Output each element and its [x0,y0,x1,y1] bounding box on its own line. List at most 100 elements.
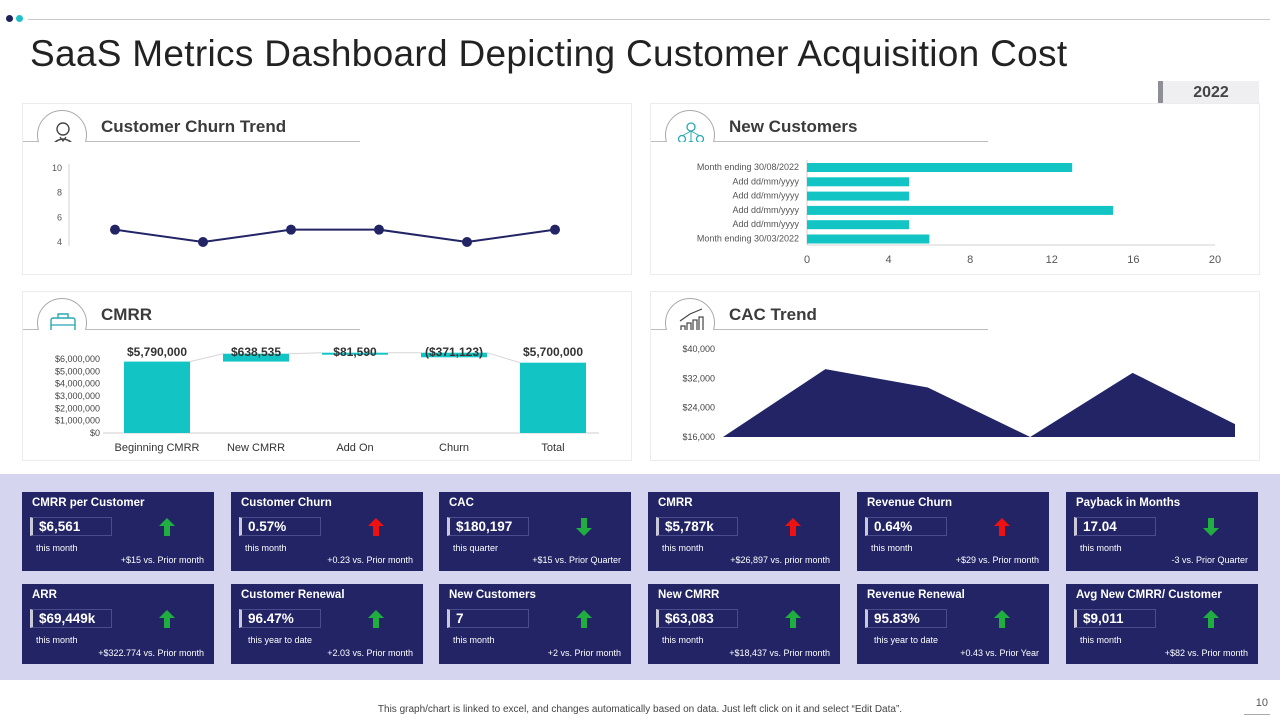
panel-header [23,104,360,142]
data-label: ($371,123) [425,345,483,359]
arrow-up-icon [159,518,175,536]
metric-title: New CMRR [658,589,720,601]
category-label: Month ending 30/03/2022 [697,234,799,244]
metric-title: Revenue Churn [867,497,952,509]
cmrr-bar [223,353,289,362]
churn-series-line [114,228,556,244]
metric-comparison: +$15 vs. Prior Quarter [532,555,621,565]
y-tick-label: 10 [52,163,62,173]
metric-period: this month [1080,635,1122,645]
metric-card[interactable]: CMRR $5,787k this month +$26,897 vs. prior … [648,492,840,571]
panel-header [651,104,988,142]
metric-title: Avg New CMRR/ Customer [1076,589,1222,601]
category-label: New CMRR [227,442,285,454]
cmrr-waterfall-chart[interactable]: $0 $1,000,000 $2,000,000 $3,000,000 $4,000,0… [23,292,633,462]
new-customers-bar-chart[interactable]: Month ending 30/08/2022 Add dd/mm/yyyy Add… [651,104,1261,276]
y-tick-label: $5,000,000 [55,366,100,376]
category-label: Add On [336,442,373,454]
metric-title: CAC [449,497,474,509]
churn-data-point [286,224,296,235]
metric-value: 0.64% [865,517,947,536]
churn-data-point [198,237,208,247]
page-number: 10 [1255,697,1268,709]
new-customers-panel[interactable]: New Customers Month ending 30/08/2022 Add… [650,103,1260,275]
metric-card[interactable]: Customer Renewal 96.47% this year to date +… [231,584,423,664]
metric-value: 17.04 [1074,517,1156,536]
y-tick-label: 6 [57,212,62,222]
data-label: $638,535 [231,345,281,359]
cac-panel[interactable]: CAC Trend $16,000 $24,000 $32,000 $40,000 [650,291,1260,461]
cac-area-chart[interactable]: $16,000 $24,000 $32,000 $40,000 [651,292,1261,462]
data-label: $81,590 [333,345,377,359]
arrow-up-icon [368,518,384,536]
metric-title: Customer Churn [241,497,332,509]
connector-line [486,352,521,364]
dark-dot [6,15,13,22]
page-title: SaaS Metrics Dashboard Depicting Custome… [30,33,1068,74]
metric-comparison: +$29 vs. Prior month [955,555,1039,565]
metric-period: this year to date [874,635,939,645]
metric-comparison: +2 vs. Prior month [547,648,621,658]
metric-title: Payback in Months [1076,497,1181,509]
metric-period: this month [453,635,495,645]
x-tick-label: 16 [1127,254,1139,266]
category-label: Add dd/mm/yyyy [732,176,799,186]
metric-card[interactable]: New Customers 7 this month +2 vs. Prior mon… [439,584,631,664]
metric-value: 95.83% [865,609,947,628]
panel-title: New Customers [729,117,858,136]
metric-title: Revenue Renewal [867,589,965,601]
churn-panel[interactable]: Customer Churn Trend 4 6 8 10 [22,103,632,275]
metric-card[interactable]: ARR $69,449k this month +$322.774 vs. Prior… [22,584,214,664]
metric-card[interactable]: Avg New CMRR/ Customer $9,011 this month +$… [1066,584,1258,664]
connector-line [288,352,323,355]
arrow-up-icon [994,610,1010,628]
metric-comparison: +$322.774 vs. Prior month [98,648,204,658]
metric-title: New Customers [449,589,536,601]
metric-period: this month [1080,543,1122,553]
page-number-rule [1244,714,1270,715]
metric-value: $63,083 [656,609,738,628]
arrow-down-icon [576,518,592,536]
category-label: Add dd/mm/yyyy [732,191,799,201]
arrow-up-icon [576,610,592,628]
x-tick-label: 4 [886,254,892,266]
footer-note: This graph/chart is linked to excel, and… [377,704,903,715]
metric-period: this month [245,543,287,553]
metric-card[interactable]: CAC $180,197 this quarter +$15 vs. Prior Qu… [439,492,631,571]
metric-value: $6,561 [30,517,112,536]
metric-comparison: +2.03 vs. Prior month [327,648,413,658]
x-tick-label: 20 [1209,254,1221,266]
category-label: Total [541,442,564,454]
metric-period: this quarter [453,543,499,553]
new-customers-bar [807,205,1113,215]
panel-title: Customer Churn Trend [101,117,287,136]
metric-period: this year to date [248,635,313,645]
new-customers-bar [807,191,909,201]
y-tick-label: $1,000,000 [55,416,100,426]
metric-card[interactable]: Revenue Churn 0.64% this month +$29 vs. Pri… [857,492,1049,571]
metric-value: 96.47% [239,609,321,628]
metric-card[interactable]: Revenue Renewal 95.83% this year to date +0… [857,584,1049,664]
category-label: Churn [439,442,469,454]
panel-title: CMRR [101,305,152,324]
panel-header [23,292,360,330]
metric-period: this month [871,543,913,553]
metric-value: $9,011 [1074,609,1156,628]
metric-card[interactable]: Payback in Months 17.04 this month -3 vs. P… [1066,492,1258,571]
y-tick-label: $2,000,000 [55,403,100,413]
y-tick-label: $0 [90,428,100,438]
metric-card[interactable]: CMRR per Customer $6,561 this month +$15 vs… [22,492,214,571]
churn-line-chart[interactable]: 4 6 8 10 [23,104,633,276]
new-customers-bar [807,177,909,187]
cmrr-bar [322,352,388,355]
cmrr-bar [124,361,190,433]
churn-data-point [462,237,472,247]
category-label: Add dd/mm/yyyy [732,205,799,215]
metric-card[interactable]: New CMRR $63,083 this month +$18,437 vs. Pr… [648,584,840,664]
cmrr-panel[interactable]: CMRR $0 $1,000,000 $2,000,000 $3,000,000 $4,… [22,291,632,461]
metric-value: $69,449k [30,609,112,628]
new-customers-bar [807,163,1073,172]
y-tick-label: 4 [57,237,62,247]
metric-card[interactable]: Customer Churn 0.57% this month +0.23 vs. P… [231,492,423,571]
metric-value: $180,197 [447,517,529,536]
